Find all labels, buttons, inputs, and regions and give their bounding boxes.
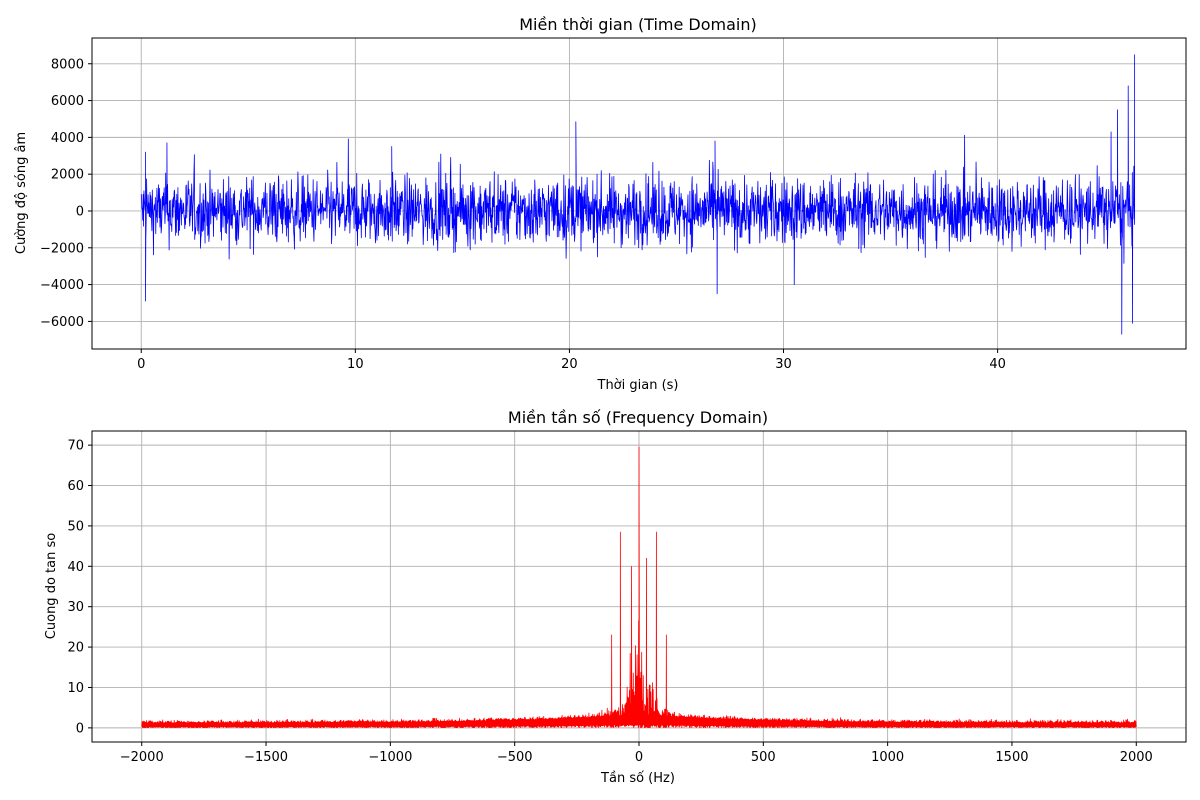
plot-frame	[91, 37, 1187, 350]
chart-title: Miền tần số (Frequency Domain)	[508, 408, 768, 427]
x-tick-label: −2000	[120, 750, 164, 765]
x-tick-label: 1000	[871, 750, 904, 765]
frequency-domain-chart: Miền tần số (Frequency Domain) −2000 −150…	[44, 408, 1187, 786]
time-domain-chart: Miền thời gian (Time Domain) 0 10 20 30 40 −6…	[14, 15, 1187, 393]
y-tick-label: 70	[67, 439, 84, 454]
y-tick-label: 20	[67, 641, 84, 656]
y-tick-label: 0	[76, 721, 84, 736]
spectrum-series	[141, 446, 1137, 729]
y-tick-label: 40	[67, 560, 84, 575]
series-line	[140, 54, 1136, 335]
y-tick-label: 30	[67, 600, 84, 615]
chart-title: Miền thời gian (Time Domain)	[519, 15, 757, 34]
x-tick-label: 0	[137, 357, 145, 372]
y-tick-label: −2000	[40, 241, 84, 256]
axis-ticks: 0 10 20 30 40 −6000 −4000 −2000 0 2000 4000 6000 800…	[40, 57, 1006, 372]
x-tick-label: 10	[347, 357, 364, 372]
x-tick-label: −1500	[244, 750, 288, 765]
x-tick-label: 30	[775, 357, 792, 372]
axis-ticks: −2000 −1500 −1000 −500 0 500 1000 1500 2000 0 10 20…	[67, 439, 1152, 765]
x-tick-label: 20	[561, 357, 578, 372]
y-tick-label: 10	[67, 681, 84, 696]
x-axis-label: Tần số (Hz)	[600, 771, 675, 786]
y-tick-label: 8000	[51, 57, 84, 72]
y-tick-label: −6000	[40, 315, 84, 330]
x-axis-label: Thời gian (s)	[597, 378, 679, 393]
grid	[92, 38, 1186, 349]
y-tick-label: 60	[67, 479, 84, 494]
y-tick-label: 2000	[51, 168, 84, 183]
y-tick-label: −4000	[40, 278, 84, 293]
y-axis-label: Cuong do tan so	[44, 533, 59, 639]
x-tick-label: 1500	[995, 750, 1028, 765]
x-tick-label: 0	[635, 750, 643, 765]
x-tick-label: 40	[989, 357, 1006, 372]
x-tick-label: 500	[751, 750, 776, 765]
y-axis-label: Cường độ sóng âm	[14, 132, 29, 254]
x-tick-label: −1000	[368, 750, 412, 765]
y-tick-label: 0	[76, 204, 84, 219]
y-tick-label: 6000	[51, 94, 84, 109]
series-line	[141, 446, 1137, 729]
y-tick-label: 4000	[51, 131, 84, 146]
x-tick-label: −500	[497, 750, 533, 765]
y-tick-label: 50	[67, 519, 84, 534]
x-tick-label: 2000	[1120, 750, 1153, 765]
signal-series	[140, 54, 1136, 335]
